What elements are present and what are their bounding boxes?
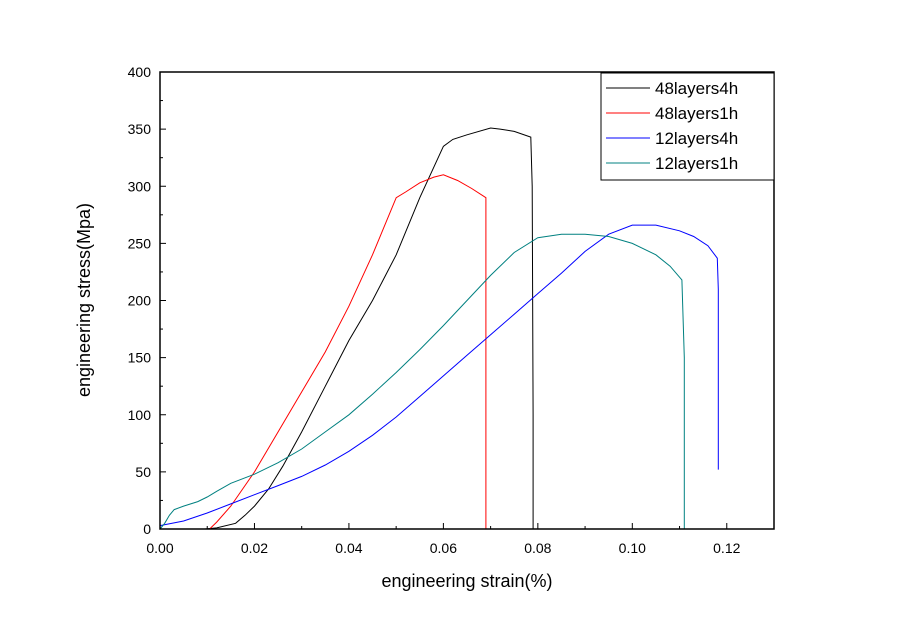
x-axis: 0.00 0.02 0.04 0.06 0.08 0.10 0.12 [146,523,741,556]
legend-label-12layers4h: 12layers4h [655,129,738,148]
x-tick-label: 0.10 [619,540,646,556]
y-axis-title: engineering stress(Mpa) [74,203,94,397]
x-tick-label: 0.00 [146,540,173,556]
y-tick-label: 100 [128,407,152,423]
series-line-12layers4h [159,224,719,527]
x-tick-label: 0.04 [335,540,362,556]
y-tick-label: 50 [135,464,151,480]
x-tick-label: 0.08 [524,540,551,556]
legend-label-48layers4h: 48layers4h [655,79,738,98]
legend: 48layers4h 48layers1h 12layers4h 12layers1h [600,72,775,181]
legend-label-48layers1h: 48layers1h [655,104,738,123]
series-line-12layers1h [159,233,685,530]
y-tick-label: 150 [128,350,152,366]
series-line-48layers1h [209,174,487,530]
x-tick-label: 0.12 [713,540,740,556]
legend-label-12layers1h: 12layers1h [655,154,738,173]
legend-box [600,72,775,181]
series-line-48layers4h [204,127,534,530]
y-tick-label: 250 [128,235,152,251]
plot-lines [159,127,719,530]
y-tick-label: 350 [128,121,152,137]
x-tick-label: 0.02 [241,540,268,556]
y-tick-label: 400 [128,64,152,80]
x-tick-label: 0.06 [430,540,457,556]
x-axis-title: engineering strain(%) [381,571,552,591]
y-tick-label: 300 [128,178,152,194]
y-axis: 0 50 100 150 200 250 300 350 400 [128,64,166,537]
y-tick-label: 200 [128,293,152,309]
y-tick-label: 0 [143,521,151,537]
